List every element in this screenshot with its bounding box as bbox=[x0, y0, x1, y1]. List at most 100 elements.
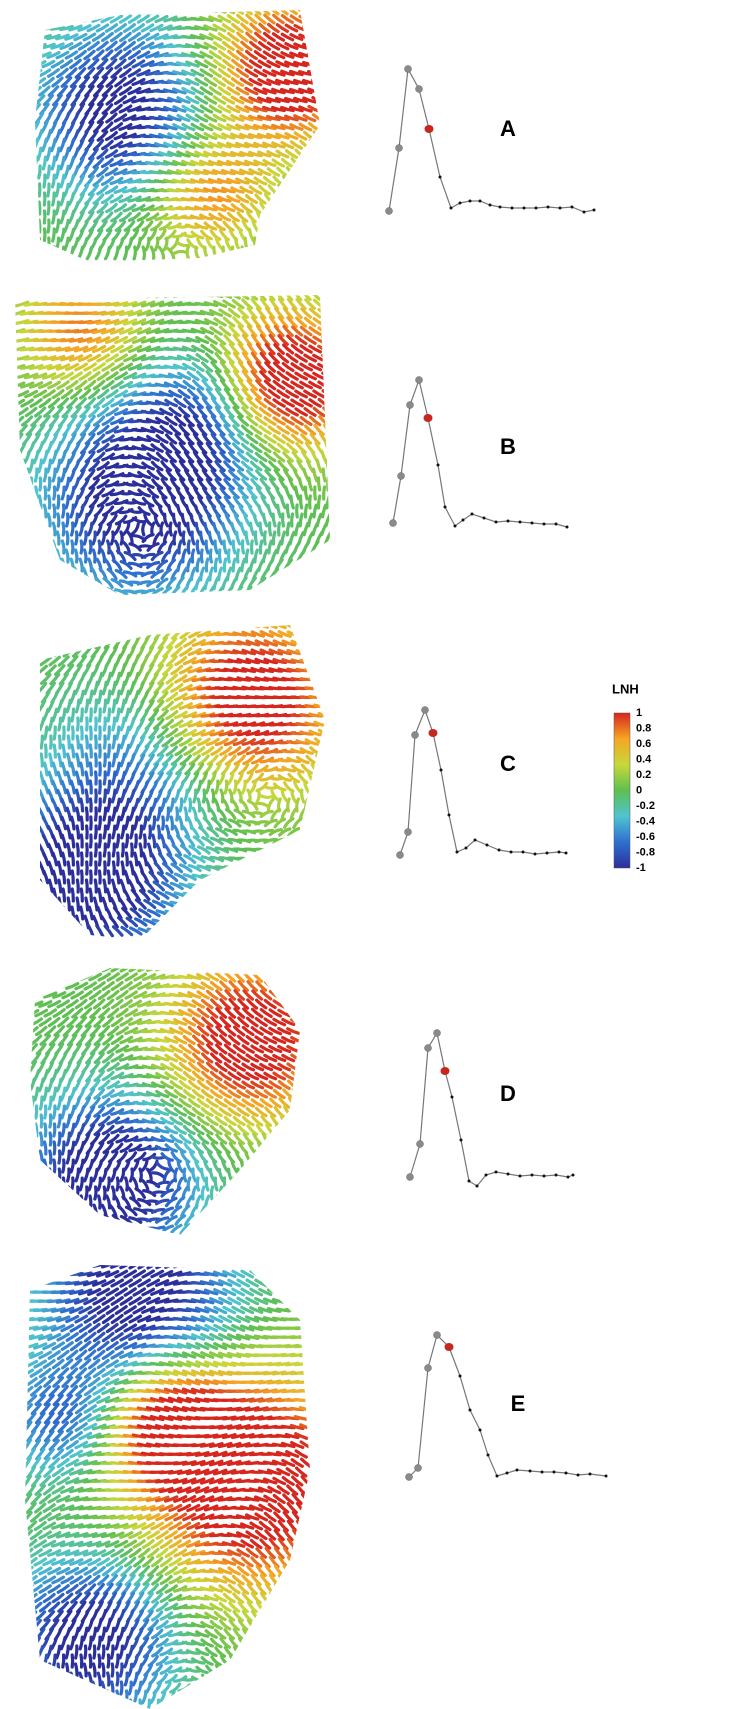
flow-streak bbox=[319, 928, 330, 933]
flow-streak bbox=[208, 756, 217, 764]
flow-streak bbox=[50, 1187, 51, 1199]
flow-streak bbox=[218, 756, 227, 764]
flow-streak bbox=[35, 175, 36, 187]
flow-streak bbox=[49, 622, 60, 628]
flow-streak bbox=[320, 291, 329, 299]
flow-streak bbox=[59, 916, 61, 928]
flow-streak bbox=[243, 1178, 244, 1190]
flow-streak bbox=[269, 1178, 272, 1190]
flow-streak bbox=[31, 1223, 34, 1235]
flow-streak bbox=[130, 808, 133, 820]
flow-streak bbox=[59, 399, 68, 407]
flow-streak bbox=[234, 480, 243, 488]
flow-streak bbox=[79, 9, 91, 12]
flow-streak bbox=[223, 7, 234, 13]
flow-streak bbox=[273, 1188, 278, 1199]
flow-streak bbox=[108, 835, 109, 847]
flow-streak bbox=[35, 1196, 38, 1208]
flow-streak bbox=[315, 633, 327, 635]
flow-streak bbox=[41, 1133, 42, 1145]
flow-streak bbox=[77, 916, 79, 928]
flow-streak bbox=[295, 782, 301, 792]
flow-streak bbox=[100, 1027, 109, 1035]
flow-streak bbox=[234, 781, 236, 793]
flow-streak bbox=[130, 718, 134, 729]
flow-streak bbox=[171, 817, 172, 829]
flow-streak bbox=[61, 229, 64, 241]
flow-streak bbox=[310, 642, 322, 644]
flow-streak bbox=[53, 175, 55, 187]
flow-streak bbox=[34, 157, 36, 169]
flow-streak bbox=[72, 853, 73, 865]
flow-streak bbox=[284, 327, 292, 336]
flow-streak bbox=[156, 1182, 168, 1185]
flow-streak bbox=[251, 247, 252, 259]
flow-streak bbox=[63, 505, 64, 517]
flow-streak bbox=[197, 559, 199, 571]
flow-streak bbox=[296, 211, 297, 223]
flow-streak bbox=[39, 295, 51, 296]
flow-streak bbox=[277, 1178, 281, 1189]
flow-streak bbox=[70, 577, 73, 589]
flow-streak bbox=[82, 1009, 91, 1017]
flow-streak bbox=[90, 889, 91, 901]
flow-streak bbox=[202, 894, 214, 896]
flow-streak bbox=[312, 542, 318, 553]
flow-streak bbox=[192, 967, 204, 970]
flow-streak bbox=[48, 1265, 60, 1266]
flow-streak bbox=[63, 1196, 64, 1208]
flow-streak bbox=[300, 1263, 312, 1266]
flow-streak bbox=[320, 747, 329, 755]
flow-streak bbox=[68, 880, 69, 892]
flow-streak bbox=[288, 867, 300, 868]
flow-streak bbox=[89, 1178, 91, 1190]
flow-streak bbox=[304, 523, 308, 534]
flow-streak bbox=[138, 629, 144, 639]
flow-streak bbox=[44, 1088, 46, 1100]
flow-streak bbox=[269, 1271, 280, 1276]
flow-streak bbox=[119, 1206, 127, 1215]
flow-streak bbox=[288, 588, 296, 597]
flow-streak bbox=[261, 920, 272, 924]
flow-streak bbox=[256, 623, 267, 627]
flow-streak bbox=[297, 848, 308, 852]
flow-streak bbox=[86, 808, 87, 820]
flow-streak bbox=[65, 238, 68, 250]
flow-streak bbox=[225, 867, 237, 869]
flow-streak bbox=[58, 622, 69, 627]
flow-streak bbox=[57, 460, 60, 472]
flow-streak bbox=[225, 885, 237, 887]
flow-streak bbox=[30, 985, 42, 988]
flow-streak bbox=[82, 727, 83, 739]
flow-streak bbox=[46, 745, 47, 757]
flow-streak bbox=[54, 1178, 55, 1190]
flow-streak bbox=[303, 176, 308, 187]
flow-streak bbox=[54, 1124, 55, 1136]
flow-streak bbox=[63, 889, 64, 901]
flow-streak bbox=[245, 1206, 251, 1216]
flow-streak bbox=[168, 620, 176, 629]
flow-streak bbox=[32, 1495, 40, 1504]
flow-streak bbox=[295, 1400, 307, 1401]
flow-streak bbox=[151, 7, 162, 13]
flow-streak bbox=[269, 229, 270, 241]
flow-streak bbox=[161, 799, 164, 811]
flow-streak bbox=[179, 541, 181, 553]
flow-streak bbox=[290, 202, 293, 214]
flow-streak bbox=[187, 10, 199, 11]
flow-streak bbox=[315, 487, 316, 499]
flow-streak bbox=[88, 578, 93, 589]
flow-streak bbox=[121, 772, 125, 783]
flow-streak bbox=[247, 623, 258, 627]
flow-streak bbox=[279, 1160, 280, 1172]
flow-streak bbox=[201, 294, 213, 295]
flow-streak bbox=[71, 781, 74, 793]
flow-streak bbox=[292, 1263, 303, 1267]
flow-streak bbox=[282, 220, 283, 232]
flow-streak bbox=[31, 87, 41, 94]
flow-streak bbox=[44, 1178, 46, 1190]
flow-streak bbox=[35, 247, 36, 259]
flow-streak bbox=[281, 1188, 287, 1198]
flow-streak bbox=[174, 251, 186, 253]
flow-streak bbox=[282, 1300, 294, 1302]
